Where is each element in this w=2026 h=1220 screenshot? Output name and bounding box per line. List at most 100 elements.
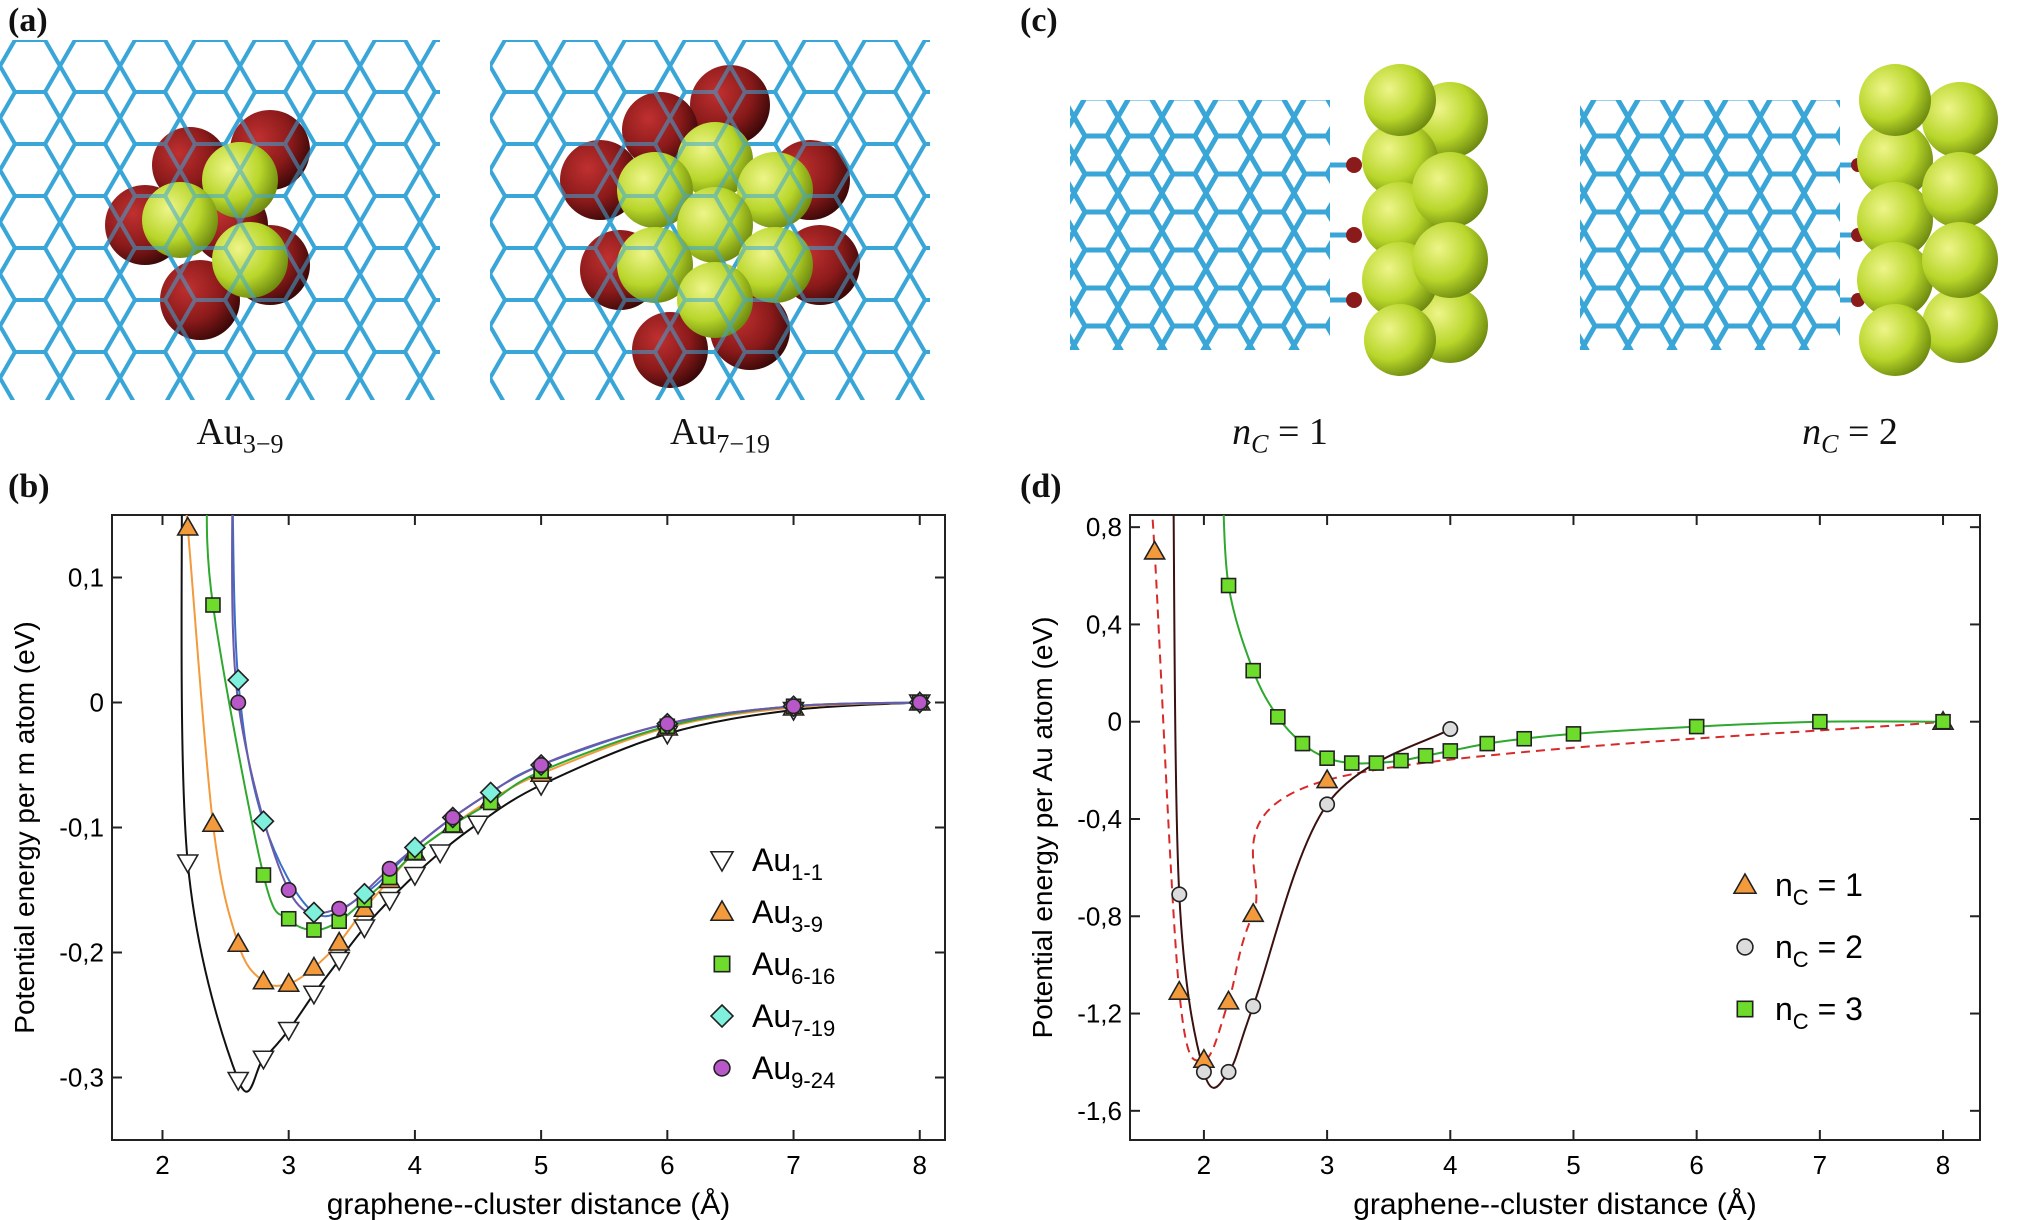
- fit-curve: [1151, 515, 1944, 1062]
- data-point: [403, 866, 427, 887]
- data-point: [1442, 743, 1459, 759]
- graphene-ribbon-nc2-render: [1580, 64, 1998, 376]
- data-point: [230, 694, 247, 711]
- y-tick-label: -1,2: [1077, 999, 1122, 1029]
- data-point: [176, 854, 200, 875]
- data-point: [1294, 735, 1311, 752]
- panel-label-d: (d): [1020, 468, 1062, 505]
- caption-au7-19: Au7−19: [669, 411, 771, 459]
- data-point: [1143, 539, 1167, 560]
- data-point: [1171, 886, 1188, 903]
- legend-label: Au3-9: [752, 894, 823, 937]
- data-point: [1417, 747, 1434, 764]
- x-axis-label: graphene--cluster distance (Å): [1353, 1188, 1757, 1220]
- y-tick-label: 0,8: [1086, 512, 1122, 542]
- x-tick-label: 4: [1443, 1150, 1457, 1180]
- graphene-au7-19-render: [490, 40, 930, 400]
- fit-curve: [231, 515, 920, 918]
- graphene-au3-9-render: [0, 40, 440, 400]
- data-point: [428, 844, 452, 865]
- data-point: [1220, 577, 1237, 594]
- fit-curve: [1172, 515, 1451, 1089]
- x-tick-label: 4: [408, 1150, 422, 1180]
- x-tick-label: 8: [913, 1150, 927, 1180]
- data-point: [1688, 718, 1705, 735]
- data-point: [533, 757, 550, 774]
- data-point: [911, 694, 928, 711]
- data-point: [327, 930, 351, 951]
- x-tick-label: 7: [1813, 1150, 1827, 1180]
- x-tick-label: 5: [1566, 1150, 1580, 1180]
- chart-d: 2 3 4 5 6 7 8 0,8 0,4 0 -0,4 -0,8 -1,2 -1,6 graphene--…: [1027, 512, 1981, 1220]
- fit-curve: [180, 515, 920, 1093]
- data-point: [1319, 796, 1336, 813]
- data-point: [1167, 980, 1191, 1000]
- data-point: [1565, 726, 1582, 742]
- data-point: [277, 1021, 301, 1042]
- data-point: [1195, 1063, 1212, 1080]
- graphene-ribbon-nc1-render: [1070, 64, 1488, 376]
- legend-label: nC = 2: [1775, 929, 1863, 972]
- x-tick-label: 5: [534, 1150, 548, 1180]
- gold-slab: [1362, 64, 1488, 376]
- data-point: [1442, 721, 1459, 738]
- caption-nc2: nC = 2: [1802, 411, 1898, 459]
- data-point: [1270, 709, 1286, 725]
- caption-nc1: nC = 1: [1232, 411, 1328, 459]
- x-tick-label: 7: [786, 1150, 800, 1180]
- data-point: [302, 901, 326, 924]
- y-tick-label: 0,4: [1086, 609, 1122, 639]
- data-point: [353, 919, 376, 940]
- y-axis-label: Potential energy per Au atom (eV): [1027, 617, 1058, 1039]
- plot-frame: [1129, 514, 1981, 1141]
- data-point: [1220, 1063, 1237, 1080]
- data-point: [252, 1050, 275, 1071]
- data-point: [466, 815, 490, 836]
- data-point: [1516, 730, 1533, 747]
- data-point: [1241, 902, 1265, 923]
- chart-b: 2 3 4 5 6 7 8 0,1 0 -0,1 -0,2 -0,3 graphene--cluster…: [9, 514, 946, 1220]
- plot-frame: [111, 514, 946, 1141]
- data-point: [302, 985, 326, 1006]
- x-tick-label: 6: [660, 1150, 674, 1180]
- x-tick-label: 8: [1936, 1150, 1950, 1180]
- legend: Au1-1 Au3-9 Au6-16 Au7-19 Au9-24: [709, 842, 835, 1093]
- legend-marker: [713, 955, 731, 973]
- data-point: [1479, 735, 1496, 752]
- y-tick-label: -0,8: [1077, 901, 1122, 931]
- y-tick-label: -1,6: [1077, 1096, 1122, 1126]
- legend-label: nC = 3: [1775, 991, 1863, 1034]
- panel-label-b: (b): [8, 468, 50, 505]
- fit-curve: [231, 515, 920, 915]
- panel-label-a: (a): [8, 2, 48, 39]
- y-tick-label: -0,1: [59, 813, 104, 843]
- data-point: [176, 515, 200, 536]
- data-point: [327, 951, 351, 972]
- legend-marker: [1736, 1000, 1754, 1018]
- data-point: [201, 812, 225, 833]
- data-point: [226, 932, 250, 953]
- caption-au3-9: Au3−9: [196, 411, 284, 459]
- data-point: [1315, 768, 1339, 789]
- legend-label: Au1-1: [752, 842, 823, 885]
- fit-curve: [1222, 515, 1944, 765]
- y-axis-label: Potential energy per m atom (eV): [9, 621, 40, 1033]
- linker-atoms: [1330, 157, 1362, 308]
- legend-marker: [1732, 872, 1758, 895]
- legend-label: Au6-16: [752, 946, 835, 989]
- y-tick-label: 0,1: [68, 563, 104, 593]
- data-point: [785, 698, 802, 715]
- data-point: [227, 668, 250, 692]
- data-point: [1319, 750, 1335, 766]
- legend-marker: [713, 1059, 731, 1077]
- x-tick-label: 6: [1689, 1150, 1703, 1180]
- data-point: [205, 597, 221, 613]
- data-point: [331, 900, 348, 917]
- x-tick-label: 2: [1197, 1150, 1211, 1180]
- data-point: [1217, 989, 1240, 1010]
- data-point: [1812, 713, 1828, 730]
- data-point: [226, 1071, 250, 1092]
- data-point: [280, 910, 297, 927]
- y-tick-label: -0,3: [59, 1063, 104, 1093]
- data-point: [252, 810, 275, 833]
